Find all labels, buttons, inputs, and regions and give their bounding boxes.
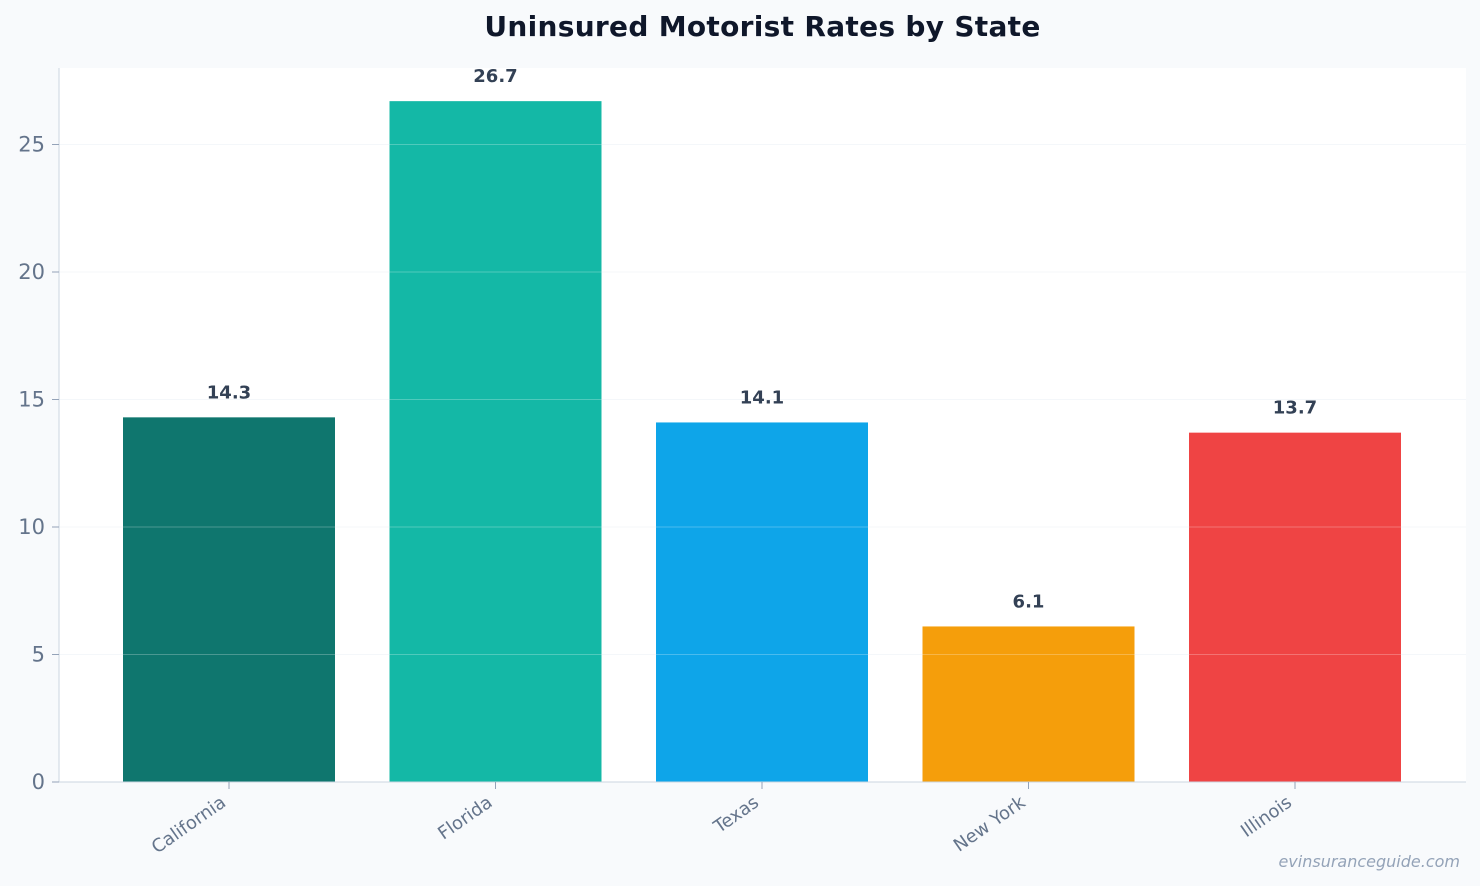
- gridlines-overlay: [59, 144, 1466, 655]
- data-label: 14.1: [740, 387, 784, 408]
- bar: [123, 417, 335, 782]
- bar: [1189, 432, 1401, 782]
- y-tick-label: 5: [32, 643, 45, 667]
- x-tick-label: New York: [950, 792, 1030, 857]
- data-label: 6.1: [1013, 591, 1045, 612]
- x-axis-ticks: California Florida Texas New York Illinois: [148, 782, 1296, 858]
- y-axis-ticks: 0 5 10 15 20 25: [18, 133, 59, 794]
- x-tick-label: Florida: [434, 792, 496, 844]
- bar: [922, 626, 1135, 782]
- data-label: 13.7: [1273, 398, 1317, 419]
- watermark: evinsuranceguide.com: [1278, 852, 1460, 871]
- chart-title: Uninsured Motorist Rates by State: [484, 10, 1041, 43]
- bar: [656, 422, 868, 782]
- y-tick-label: 10: [18, 515, 45, 539]
- value-labels: 14.3 26.7 14.1 6.1 13.7: [207, 66, 1317, 612]
- x-tick-label: Texas: [709, 792, 763, 838]
- y-tick-label: 20: [18, 260, 45, 284]
- y-tick-label: 25: [18, 133, 45, 157]
- bar: [389, 101, 602, 782]
- x-tick-label: California: [148, 792, 230, 858]
- data-label: 26.7: [473, 66, 517, 87]
- data-label: 14.3: [207, 382, 251, 403]
- bars: [123, 101, 1401, 782]
- y-tick-label: 15: [18, 388, 45, 412]
- x-tick-label: Illinois: [1237, 792, 1296, 842]
- y-tick-label: 0: [32, 770, 45, 794]
